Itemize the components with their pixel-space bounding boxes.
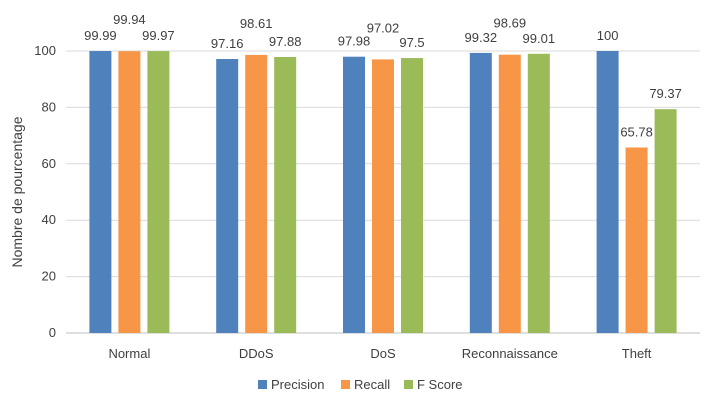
bar [654,109,677,333]
bar [216,59,239,334]
data-label: 97.5 [399,35,424,50]
data-label: 99.01 [523,31,556,46]
legend-label: F Score [417,377,463,392]
axes: 0 20 40 60 80 100 Normal DDoS DoS Reconnaissance T… [34,43,652,361]
data-label: 97.88 [269,34,302,49]
data-label: 99.94 [113,12,146,27]
y-tick-label: 20 [42,269,56,284]
bar [625,147,648,333]
bar [89,51,112,333]
x-tick-label: Reconnaissance [462,346,558,361]
bar [372,59,394,334]
bar [118,51,141,334]
data-label: 99.99 [84,28,117,43]
data-label: 99.97 [142,28,175,43]
bar [498,54,521,333]
data-label: 97.16 [211,36,244,51]
legend-swatch [341,380,350,389]
x-tick-label: Normal [108,346,150,361]
y-tick-label: 40 [42,212,56,227]
x-tick-label: Theft [622,346,652,361]
legend-label: Precision [271,377,324,392]
legend-swatch [258,380,267,389]
data-label: 98.69 [494,16,527,31]
bar [245,54,268,333]
bar [401,58,423,334]
bar [147,51,170,334]
bars [89,51,677,334]
data-label: 100 [597,28,619,43]
y-tick-label: 60 [42,156,56,171]
legend-swatch [404,380,413,389]
data-label: 97.98 [338,34,371,49]
data-label: 98.61 [240,16,273,31]
bar [527,53,550,333]
data-label: 65.78 [620,125,653,140]
data-label: 97.02 [367,20,400,35]
bar [343,56,365,333]
y-axis-title: Nombre de pourcentage [9,116,25,267]
data-label: 79.37 [649,86,682,101]
y-tick-label: 100 [34,43,56,58]
x-tick-label: DoS [370,346,396,361]
legend: Precision Recall F Score [258,377,463,392]
legend-label: Recall [354,377,390,392]
bar [274,56,297,334]
bar [469,52,492,333]
y-tick-label: 80 [42,99,56,114]
data-label: 99.32 [465,30,498,45]
bar [596,51,619,333]
y-tick-label: 0 [49,325,56,340]
x-tick-label: DDoS [239,346,274,361]
